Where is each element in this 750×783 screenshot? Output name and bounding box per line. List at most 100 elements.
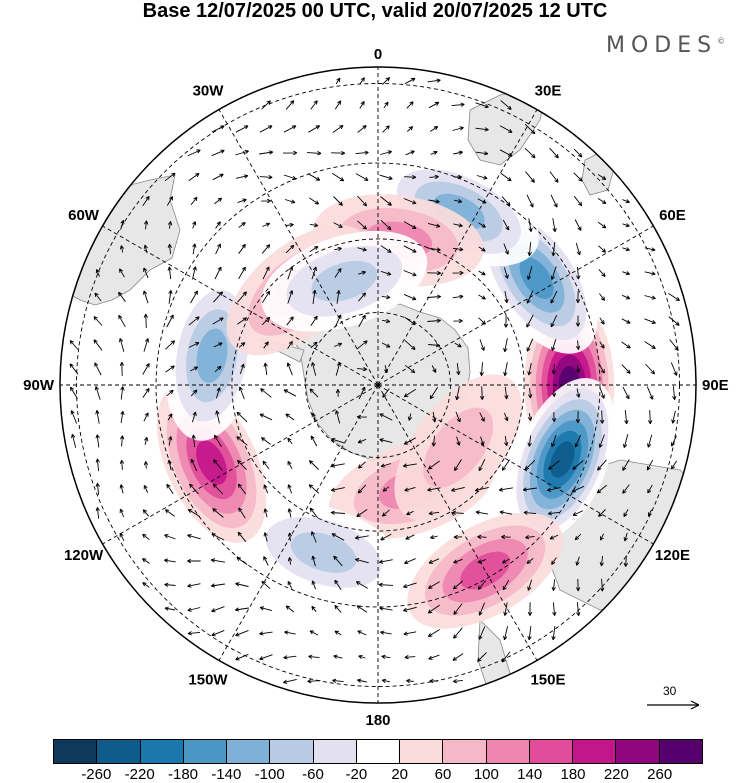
wind-vector [550,314,558,328]
wind-vector [213,459,223,471]
wind-vector [669,339,679,351]
wind-vector [622,386,630,400]
colorbar-swatch [356,740,401,763]
wind-vector [187,583,201,588]
wind-vector [238,266,246,280]
wind-vector [237,317,248,325]
wind-vector [647,434,653,448]
wind-vector [501,651,511,663]
wind-vector [598,509,606,517]
wind-vector [119,508,125,518]
wind-vector [597,459,607,471]
wind-vector [355,581,368,589]
wind-vector [451,486,465,492]
wind-vector [551,557,557,565]
wind-vector [235,582,249,587]
wind-vector [238,222,246,228]
wind-vector [572,460,584,470]
wind-vector [287,532,293,542]
wind-vector [403,270,417,277]
wind-vector [284,199,296,204]
wind-vector [380,150,392,155]
wind-vector [95,458,100,472]
wind-vector [454,342,462,348]
wind-vector [477,558,487,564]
wind-vector [380,196,392,206]
wind-vector [428,460,440,470]
wind-vector [235,629,249,637]
wind-vector [311,605,317,612]
wind-vector [452,679,463,684]
wind-vector [456,363,461,376]
colorbar-tick-label: -220 [124,766,155,783]
wind-vector [164,509,175,517]
wind-vector [287,557,293,565]
longitude-label-150w: 150W [188,671,228,688]
wind-vector [382,77,391,85]
colorbar-swatch [54,740,98,763]
wind-vector [236,411,248,423]
wind-vector [547,511,560,516]
wind-vector [263,341,269,349]
wind-vector [599,533,605,541]
wind-vector [403,582,417,589]
wind-vector [622,199,630,204]
wind-vector [187,508,201,517]
wind-vector [644,295,656,300]
wind-vector [355,173,369,181]
wind-vector [164,606,176,611]
colorbar-tick-label: 260 [647,766,673,783]
wind-vector [527,579,533,591]
wind-vector [623,532,628,542]
wind-vector [190,458,198,472]
wind-vector [599,317,605,325]
wind-vector [428,199,440,204]
colorbar-tick-label: -20 [345,766,368,783]
wind-vector [478,626,486,640]
wind-vector [332,125,344,133]
wind-vector [190,366,199,372]
wind-vector [286,316,294,326]
wind-vector [597,174,607,180]
wind-vector [552,602,557,616]
wind-vector [331,172,345,182]
wind-vector [550,266,557,280]
wind-vector [308,484,320,494]
wind-vector [550,290,558,304]
longitude-label-30w: 30W [193,83,225,100]
wind-vector [478,246,486,252]
colorbar-swatch [400,740,444,763]
wind-vector [551,626,556,641]
anomaly-contour [460,551,511,590]
wind-vector [356,605,368,613]
wind-vector-field [69,77,680,684]
wind-vector [551,242,556,257]
wind-vector [525,535,535,540]
wind-reference-arrow [647,700,700,710]
wind-vector [576,340,581,350]
wind-vector [287,437,293,445]
wind-vector [622,271,631,276]
wind-vector [120,435,125,447]
wind-vector [551,412,557,423]
wind-vector [188,172,200,181]
wind-vector [358,654,366,660]
wind-vector [261,244,271,254]
wind-vector [503,267,509,279]
wind-vector [95,434,100,448]
wind-vector [259,150,274,155]
wind-vector [263,362,268,376]
wind-vector [572,510,584,516]
wind-vector [309,388,319,398]
wind-vector [427,318,441,323]
wind-vector [527,266,533,280]
wind-vector [575,365,581,373]
lat-lon-graticule [60,67,696,703]
wind-vector [575,291,581,304]
wind-vector [406,126,414,132]
colorbar-tick-label: 60 [434,766,452,783]
wind-vector [453,558,463,564]
wind-vector [358,314,366,328]
wind-vector [119,459,124,470]
wind-vector [144,220,149,230]
